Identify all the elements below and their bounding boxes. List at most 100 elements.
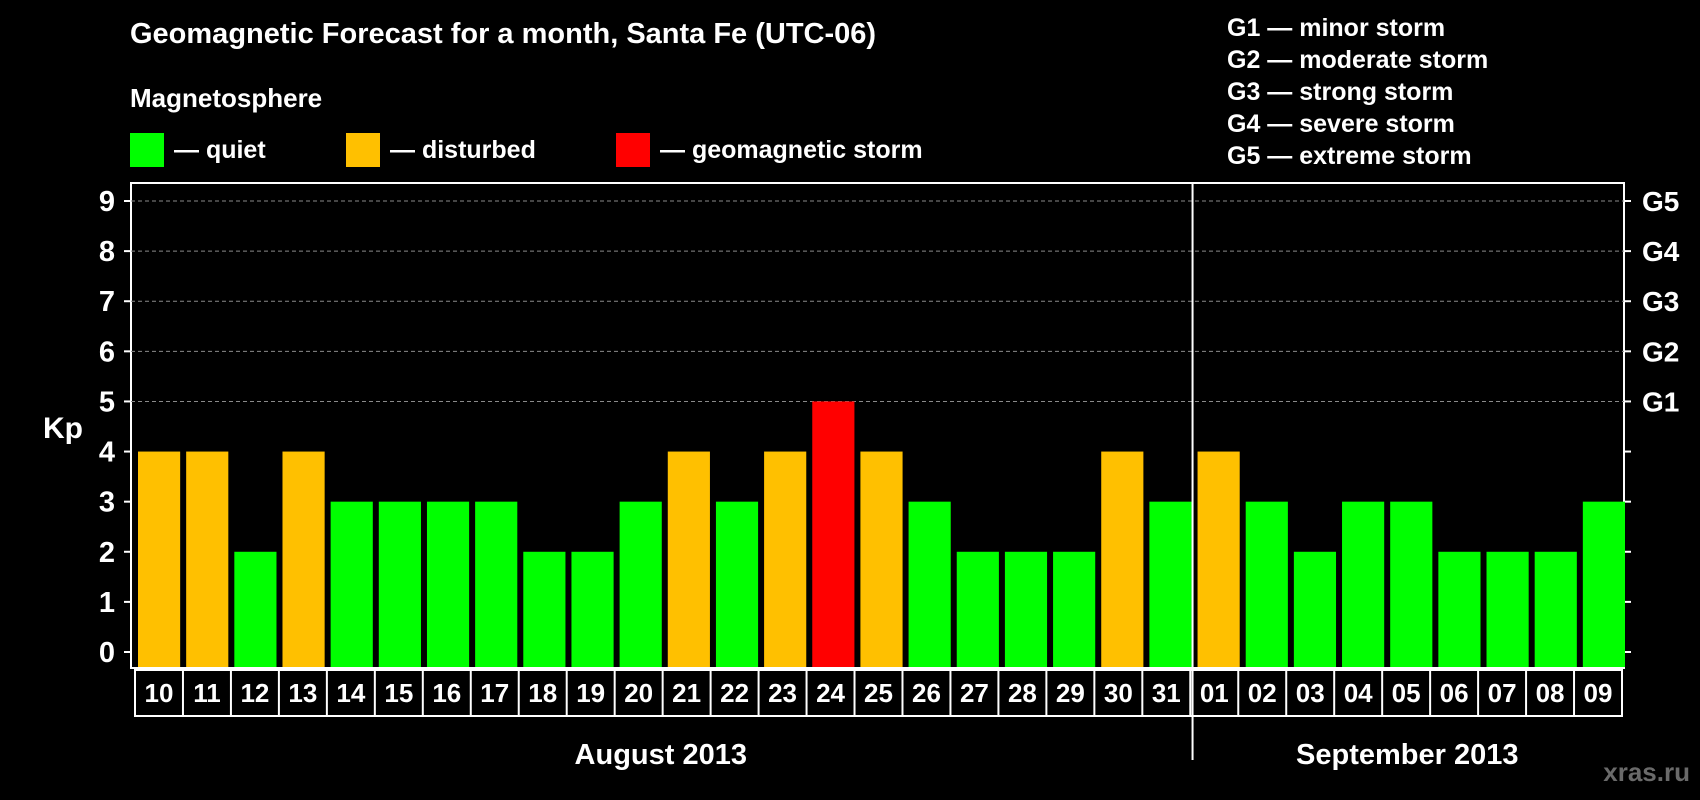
bar-aug-14 (330, 501, 373, 667)
y-tick-label-7: 7 (99, 286, 115, 318)
bar-aug-21 (667, 451, 710, 667)
bar-aug-31 (1149, 501, 1192, 667)
day-label-aug-28: 28 (1008, 678, 1037, 708)
y-tick-label-8: 8 (99, 236, 115, 268)
day-label-sep-02: 02 (1248, 678, 1277, 708)
day-label-aug-31: 31 (1152, 678, 1181, 708)
day-label-sep-07: 07 (1488, 678, 1517, 708)
bar-aug-23 (764, 451, 807, 667)
y-tick-label-5: 5 (99, 386, 115, 418)
bar-aug-15 (378, 501, 421, 667)
y-tick-label-1: 1 (99, 587, 115, 619)
bar-sep-06 (1438, 551, 1481, 667)
y-tick-label-6: 6 (99, 336, 115, 368)
day-label-aug-15: 15 (384, 678, 413, 708)
day-label-sep-04: 04 (1344, 678, 1373, 708)
bar-aug-17 (475, 501, 518, 667)
right-axis-label-g2: G2 (1642, 336, 1679, 367)
chart-title: Geomagnetic Forecast for a month, Santa … (130, 18, 877, 50)
legend-label-storm: — geomagnetic storm (660, 135, 923, 164)
day-label-aug-11: 11 (193, 678, 221, 708)
bar-aug-16 (426, 501, 470, 667)
legend-swatch-disturbed (346, 133, 380, 167)
day-label-aug-22: 22 (720, 678, 749, 708)
day-label-aug-16: 16 (432, 678, 461, 708)
day-label-sep-03: 03 (1296, 678, 1325, 708)
y-tick-label-0: 0 (99, 637, 115, 669)
bar-sep-05 (1390, 501, 1433, 667)
storm-scale-g3: G3 — strong storm (1227, 78, 1454, 106)
day-label-sep-05: 05 (1392, 678, 1421, 708)
day-label-aug-18: 18 (528, 678, 557, 708)
month-label-1: September 2013 (1296, 739, 1518, 771)
bar-aug-26 (908, 501, 951, 667)
y-axis-label: Kp (43, 412, 83, 445)
bar-aug-20 (619, 501, 662, 667)
bar-sep-09 (1582, 501, 1625, 667)
bar-aug-22 (715, 501, 759, 667)
day-label-aug-20: 20 (624, 678, 653, 708)
day-label-aug-14: 14 (336, 678, 365, 708)
day-label-aug-23: 23 (768, 678, 797, 708)
day-label-sep-09: 09 (1584, 678, 1613, 708)
bar-aug-19 (571, 551, 614, 667)
bar-sep-02 (1245, 501, 1288, 667)
storm-scale-g4: G4 — severe storm (1227, 110, 1455, 138)
storm-scale-g5: G5 — extreme storm (1227, 142, 1472, 170)
bar-sep-04 (1342, 501, 1385, 667)
legend-quiet: — quiet (130, 133, 266, 167)
day-label-strip (134, 669, 1623, 717)
storm-scale-g1: G1 — minor storm (1227, 14, 1446, 42)
bar-aug-10 (138, 451, 181, 667)
bar-sep-07 (1486, 551, 1529, 667)
bar-aug-27 (956, 551, 999, 667)
magnetosphere-label: Magnetosphere (130, 83, 323, 113)
y-tick-label-9: 9 (99, 186, 115, 218)
plot-frame (130, 182, 1625, 669)
right-axis-label-g3: G3 (1642, 286, 1679, 317)
bar-aug-29 (1053, 551, 1096, 667)
y-tick-label-4: 4 (99, 437, 115, 469)
day-label-sep-08: 08 (1536, 678, 1565, 708)
legend-label-disturbed: — disturbed (390, 135, 536, 164)
right-axis-label-g4: G4 (1642, 236, 1680, 267)
y-tick-label-2: 2 (99, 537, 115, 569)
day-label-aug-27: 27 (960, 678, 989, 708)
right-axis-label-g1: G1 (1642, 386, 1679, 417)
bar-aug-28 (1004, 551, 1048, 667)
y-tick-label-3: 3 (99, 487, 115, 519)
day-label-aug-19: 19 (576, 678, 605, 708)
legend-swatch-quiet (130, 133, 164, 167)
bar-sep-03 (1293, 551, 1337, 667)
watermark: xras.ru (1603, 757, 1690, 787)
bar-aug-18 (523, 551, 566, 667)
day-label-aug-30: 30 (1104, 678, 1133, 708)
legend-storm: — geomagnetic storm (616, 133, 923, 167)
legend-swatch-storm (616, 133, 650, 167)
day-label-aug-13: 13 (288, 678, 317, 708)
day-label-aug-17: 17 (480, 678, 509, 708)
bar-aug-11 (186, 451, 229, 667)
day-label-aug-12: 12 (240, 678, 269, 708)
bar-sep-08 (1534, 551, 1577, 667)
bar-sep-01 (1197, 451, 1240, 667)
day-label-aug-10: 10 (145, 678, 174, 708)
legend-disturbed: — disturbed (346, 133, 536, 167)
right-axis-label-g5: G5 (1642, 186, 1679, 217)
bar-aug-12 (234, 551, 277, 667)
day-label-aug-21: 21 (672, 678, 701, 708)
day-label-sep-06: 06 (1440, 678, 1469, 708)
storm-scale-legend: G1 — minor storm G2 — moderate storm G3 … (1227, 12, 1488, 172)
storm-scale-g2: G2 — moderate storm (1227, 46, 1489, 74)
day-label-aug-24: 24 (816, 678, 845, 708)
bar-aug-30 (1101, 451, 1144, 667)
bar-aug-25 (860, 451, 903, 667)
day-label-aug-25: 25 (864, 678, 893, 708)
day-label-aug-29: 29 (1056, 678, 1085, 708)
bar-aug-24 (812, 401, 855, 667)
legend-label-quiet: — quiet (174, 135, 266, 164)
day-label-aug-26: 26 (912, 678, 941, 708)
bar-aug-13 (282, 451, 325, 667)
month-label-0: August 2013 (575, 739, 747, 771)
